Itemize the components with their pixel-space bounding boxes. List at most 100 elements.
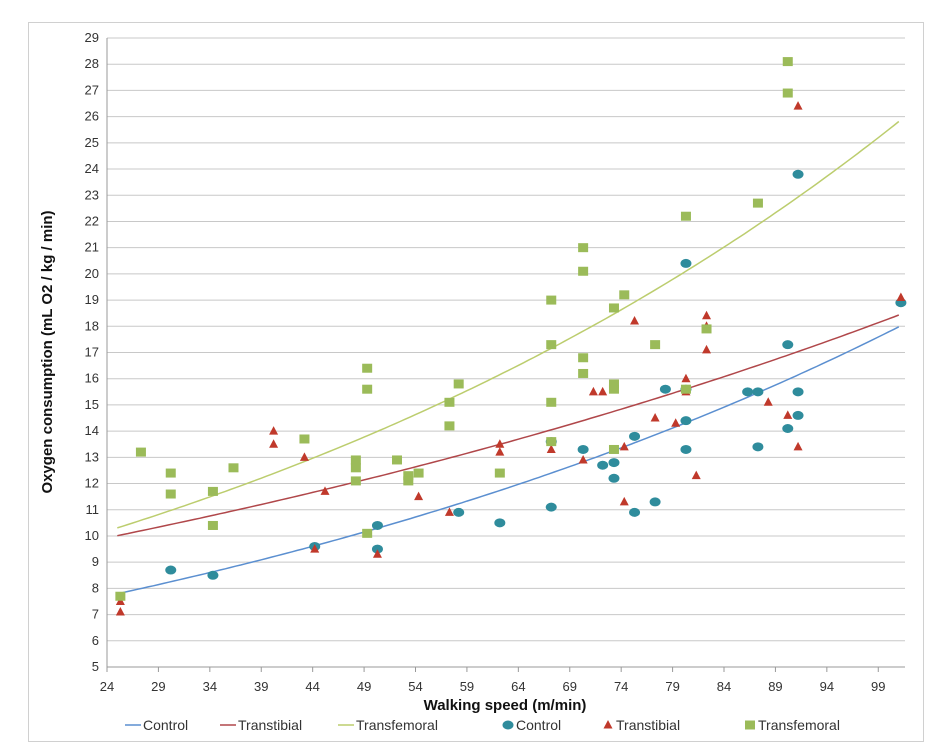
control-point (680, 416, 692, 426)
control-point (792, 387, 804, 397)
transtibial-point (691, 470, 701, 480)
transfemoral-point (207, 486, 218, 496)
transfemoral-point (578, 368, 589, 378)
transtibial-point (630, 316, 640, 325)
control-point (545, 502, 557, 512)
transfemoral-point (546, 295, 557, 305)
x-tick-label: 39 (254, 679, 268, 694)
trendline-control (117, 326, 900, 595)
transfemoral-point (165, 468, 176, 478)
gridlines (107, 37, 905, 668)
transfemoral-point (350, 476, 361, 486)
transtibial-point (763, 397, 773, 406)
transfemoral-point (578, 266, 589, 276)
y-tick-label: 23 (85, 187, 99, 202)
transtibial-point (681, 373, 691, 383)
transfemoral-point (608, 444, 619, 454)
x-tick-label: 49 (357, 679, 371, 694)
control-point (629, 507, 641, 517)
control-point (680, 258, 692, 268)
transfemoral-point (546, 340, 557, 350)
data-points (115, 57, 907, 616)
transfemoral-point (299, 434, 310, 444)
y-tick-label: 6 (92, 633, 99, 648)
y-tick-label: 29 (85, 30, 99, 45)
y-tick-label: 26 (85, 109, 99, 124)
transfemoral-point (578, 353, 589, 363)
x-tick-label: 89 (768, 679, 782, 694)
legend-label: Control (143, 717, 188, 733)
legend-label: Transfemoral (356, 717, 438, 733)
x-tick-label: 24 (100, 679, 114, 694)
control-point (680, 444, 692, 454)
transfemoral-point (413, 468, 424, 478)
y-axis-title: Oxygen consumption (mL O2 / kg / min) (39, 210, 56, 493)
transtibial-point (320, 486, 330, 495)
x-tick-label: 94 (820, 679, 834, 694)
transtibial-point (269, 439, 279, 448)
transtibial-point (299, 452, 309, 461)
transtibial-point (619, 496, 629, 506)
transtibial-point (619, 441, 629, 451)
transtibial-point (495, 439, 505, 448)
y-tick-label: 20 (85, 266, 99, 281)
transfemoral-point (680, 384, 691, 394)
transfemoral-point (752, 198, 763, 208)
transfemoral-point (782, 57, 793, 67)
transtibial-point (115, 606, 125, 616)
y-tick-label: 5 (92, 659, 99, 674)
y-tick-label: 13 (85, 449, 99, 464)
control-point (165, 565, 177, 575)
transfemoral-point (453, 379, 464, 389)
control-point (649, 497, 661, 507)
y-tick-label: 14 (85, 423, 99, 438)
transfemoral-point (207, 520, 218, 530)
legend: Control Transtibial Transfemoral Control Tra… (125, 717, 840, 733)
legend-label: Transtibial (616, 717, 680, 733)
transtibial-point (793, 441, 803, 451)
y-tick-label: 25 (85, 135, 99, 150)
transfemoral-point (701, 324, 712, 334)
y-tick-label: 16 (85, 371, 99, 386)
transtibial-point (598, 386, 608, 396)
y-tick-label: 9 (92, 554, 99, 569)
transtibial-point (588, 386, 598, 396)
y-tick-label: 10 (85, 528, 99, 543)
control-point (371, 520, 383, 530)
transtibial-point (546, 444, 556, 453)
transfemoral-point (403, 476, 414, 486)
transfemoral-point (391, 455, 402, 465)
transfemoral-point (680, 211, 691, 221)
transfemoral-point (115, 591, 126, 601)
transfemoral-point (546, 397, 557, 407)
control-point (494, 518, 506, 528)
transfemoral-point (650, 340, 661, 350)
transfemoral-point (608, 384, 619, 394)
y-tick-label: 17 (85, 345, 99, 360)
axes: 5678910111213141516171819202122232425262… (85, 30, 905, 694)
transfemoral-point (362, 363, 373, 373)
trendline-transfemoral (117, 120, 900, 529)
y-tick-label: 24 (85, 161, 99, 176)
legend-label: Control (516, 717, 561, 733)
transtibial-point (671, 418, 681, 427)
transfemoral-point (494, 468, 505, 478)
trendline-transtibial (117, 314, 900, 537)
transfemoral-point (444, 397, 455, 407)
control-point (608, 458, 620, 468)
control-point (453, 507, 465, 517)
x-tick-label: 99 (871, 679, 885, 694)
transtibial-point (444, 507, 454, 516)
legend-label: Transfemoral (758, 717, 840, 733)
control-point (792, 410, 804, 420)
transfemoral-point (578, 243, 589, 253)
transtibial-point (578, 454, 588, 464)
y-tick-label: 27 (85, 82, 99, 97)
control-point (792, 169, 804, 179)
y-tick-label: 15 (85, 397, 99, 412)
transtibial-point (372, 549, 382, 558)
control-point (577, 444, 589, 454)
control-point (659, 384, 671, 394)
transtibial-point (702, 310, 712, 320)
transtibial-point (702, 344, 712, 354)
